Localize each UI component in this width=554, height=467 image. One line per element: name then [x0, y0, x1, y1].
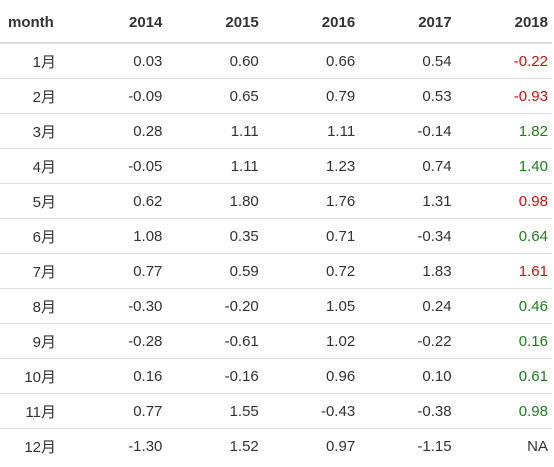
value-cell-2018: 1.82: [455, 113, 552, 149]
month-cell: 5月: [0, 183, 70, 219]
month-cell: 1月: [0, 43, 70, 79]
table-row: 10月 0.16 -0.16 0.96 0.10 0.61: [0, 358, 552, 394]
month-cell: 11月: [0, 393, 70, 429]
value-cell-2016: 1.23: [262, 148, 360, 184]
value-cell-2015: 0.65: [166, 78, 263, 114]
column-header-month[interactable]: month: [0, 2, 70, 44]
value-cell-2016: 1.02: [262, 323, 360, 359]
month-cell: 2月: [0, 78, 70, 114]
value-cell-2016: 1.76: [262, 183, 360, 219]
value-cell-2016: 0.72: [262, 253, 360, 289]
value-cell-2017: 1.31: [359, 183, 456, 219]
value-cell-2014: -0.30: [70, 288, 167, 324]
value-cell-2014: 1.08: [70, 218, 167, 254]
table-row: 4月 -0.05 1.11 1.23 0.74 1.40: [0, 148, 552, 184]
table-row: 2月 -0.09 0.65 0.79 0.53 -0.93: [0, 78, 552, 114]
value-cell-2016: 0.96: [262, 358, 360, 394]
value-cell-2014: -0.09: [70, 78, 167, 114]
table-row: 3月 0.28 1.11 1.11 -0.14 1.82: [0, 113, 552, 149]
table-row: 7月 0.77 0.59 0.72 1.83 1.61: [0, 253, 552, 289]
value-cell-2017: 0.54: [359, 43, 456, 79]
table-body: 1月 0.03 0.60 0.66 0.54 -0.22 2月 -0.09 0.65 0.79 0.…: [0, 43, 552, 463]
value-cell-2018: 0.98: [455, 393, 552, 429]
value-cell-2018: 0.64: [455, 218, 552, 254]
value-cell-2017: 1.83: [359, 253, 456, 289]
value-cell-2014: 0.28: [70, 113, 167, 149]
value-cell-2018: -0.22: [455, 43, 552, 79]
value-cell-2014: -1.30: [128, 437, 163, 455]
column-header-2017[interactable]: 2017: [359, 2, 456, 44]
month-cell: 12月: [24, 438, 56, 456]
value-cell-2015: 0.60: [166, 43, 263, 79]
table-header: month 2014 2015 2016 2017 2018: [0, 2, 552, 44]
value-cell-2015: -0.16: [166, 358, 263, 394]
value-cell-2016: 0.97: [325, 437, 356, 455]
month-cell: 9月: [0, 323, 70, 359]
value-cell-2018: -0.93: [455, 78, 552, 114]
value-cell-2017: -0.22: [359, 323, 456, 359]
column-header-2014[interactable]: 2014: [70, 2, 167, 44]
value-cell-2017: 0.53: [359, 78, 456, 114]
table-row: 1月 0.03 0.60 0.66 0.54 -0.22: [0, 43, 552, 79]
value-cell-2016: 1.11: [262, 113, 360, 149]
month-cell: 10月: [0, 358, 70, 394]
table-row: 12月 -1.30 1.52 0.97 -1.15 NA: [0, 429, 552, 464]
month-cell: 3月: [0, 113, 70, 149]
column-header-2015[interactable]: 2015: [166, 2, 263, 44]
table-row: 11月 0.77 1.55 -0.43 -0.38 0.98: [0, 393, 552, 429]
value-cell-2016: -0.43: [262, 393, 360, 429]
value-cell-2014: 0.77: [70, 393, 167, 429]
value-cell-2014: 0.77: [70, 253, 167, 289]
value-cell-2017: 0.74: [359, 148, 456, 184]
value-cell-2017: -0.14: [359, 113, 456, 149]
value-cell-2018: 0.46: [455, 288, 552, 324]
month-cell: 8月: [0, 288, 70, 324]
value-cell-2017: 0.24: [359, 288, 456, 324]
column-header-2018[interactable]: 2018: [455, 2, 552, 44]
value-cell-2015: 1.80: [166, 183, 263, 219]
month-cell: 7月: [0, 253, 70, 289]
value-cell-2015: 1.52: [229, 437, 259, 455]
value-cell-2014: 0.16: [70, 358, 167, 394]
value-cell-2014: -0.05: [70, 148, 167, 184]
value-cell-2014: 0.03: [70, 43, 167, 79]
value-cell-2015: 1.11: [166, 148, 263, 184]
value-cell-2016: 0.71: [262, 218, 360, 254]
value-cell-2018: 1.40: [455, 148, 552, 184]
value-cell-2017: -0.38: [359, 393, 456, 429]
value-cell-2014: 0.62: [70, 183, 167, 219]
column-header-2016[interactable]: 2016: [262, 2, 360, 44]
value-cell-2018: 0.16: [455, 323, 552, 359]
value-cell-2017: 0.10: [359, 358, 456, 394]
value-cell-2016: 0.79: [262, 78, 360, 114]
value-cell-2015: -0.20: [166, 288, 263, 324]
value-cell-2015: 0.59: [166, 253, 263, 289]
value-cell-2015: 0.35: [166, 218, 263, 254]
value-cell-2017: -0.34: [359, 218, 456, 254]
table-row: 6月 1.08 0.35 0.71 -0.34 0.64: [0, 218, 552, 254]
value-cell-2018: 0.98: [455, 183, 552, 219]
value-cell-2015: -0.61: [166, 323, 263, 359]
value-cell-2016: 1.05: [262, 288, 360, 324]
value-cell-2015: 1.55: [166, 393, 263, 429]
table-row: 5月 0.62 1.80 1.76 1.31 0.98: [0, 183, 552, 219]
month-cell: 4月: [0, 148, 70, 184]
value-cell-2015: 1.11: [166, 113, 263, 149]
value-cell-2016: 0.66: [262, 43, 360, 79]
value-cell-2017: -1.15: [417, 437, 452, 455]
value-cell-2018: NA: [527, 437, 548, 455]
value-cell-2014: -0.28: [70, 323, 167, 359]
month-cell: 6月: [0, 218, 70, 254]
table-row: 8月 -0.30 -0.20 1.05 0.24 0.46: [0, 288, 552, 324]
header-row: month 2014 2015 2016 2017 2018: [0, 2, 552, 44]
table-row: 9月 -0.28 -0.61 1.02 -0.22 0.16: [0, 323, 552, 359]
value-cell-2018: 1.61: [455, 253, 552, 289]
value-cell-2018: 0.61: [455, 358, 552, 394]
